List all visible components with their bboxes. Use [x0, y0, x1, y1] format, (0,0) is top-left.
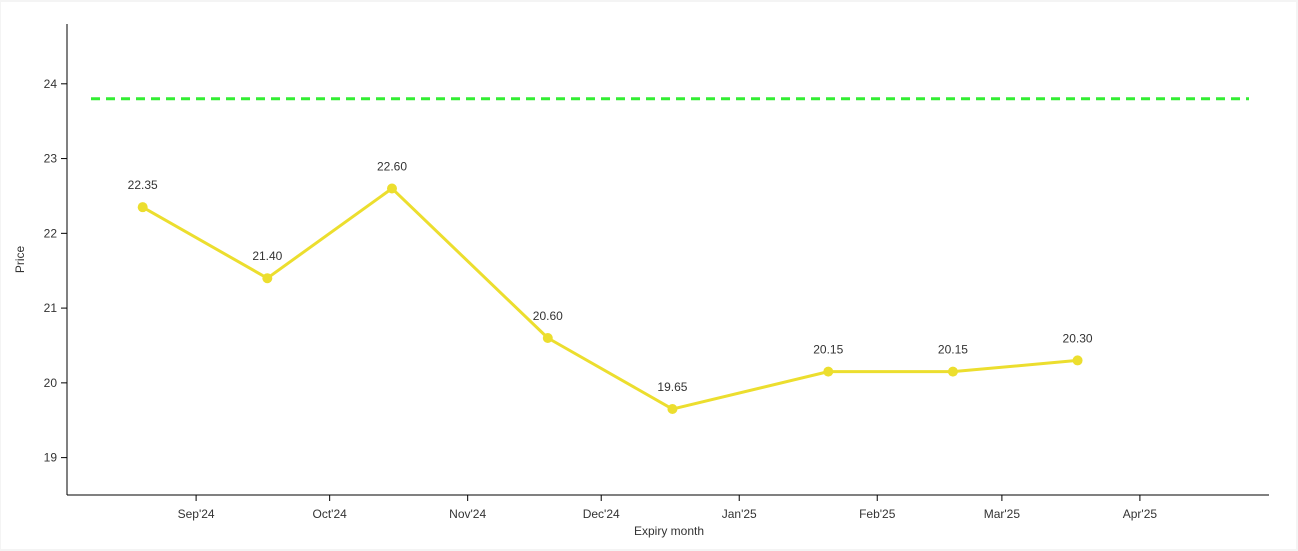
data-label: 20.30 — [1063, 331, 1093, 345]
data-point — [1072, 355, 1083, 366]
y-axis-ticks: 19 20 21 22 23 24 — [44, 77, 67, 465]
data-point — [947, 366, 958, 377]
data-label: 22.60 — [377, 159, 407, 173]
x-tick-label: Feb'25 — [859, 507, 896, 521]
data-label: 22.35 — [128, 178, 158, 192]
data-point — [137, 202, 148, 213]
y-tick-label: 19 — [44, 451, 58, 465]
x-tick-label: Mar'25 — [984, 507, 1021, 521]
x-tick-label: Dec'24 — [583, 507, 620, 521]
data-point — [262, 273, 273, 284]
data-label: 21.40 — [252, 249, 282, 263]
y-tick-label: 20 — [44, 376, 58, 390]
x-tick-label: Jan'25 — [722, 507, 757, 521]
data-point — [667, 404, 678, 415]
y-tick-label: 21 — [44, 301, 58, 315]
data-label: 20.15 — [938, 343, 968, 357]
series-line — [141, 186, 1078, 411]
x-axis-ticks: Sep'24 Oct'24 Nov'24 Dec'24 Jan'25 Feb'25 Mar'… — [178, 495, 1158, 521]
data-point — [386, 183, 397, 194]
x-tick-label: Sep'24 — [178, 507, 215, 521]
x-tick-label: Apr'25 — [1123, 507, 1158, 521]
y-tick-label: 23 — [44, 152, 58, 166]
data-label: 19.65 — [657, 380, 687, 394]
x-tick-label: Oct'24 — [313, 507, 348, 521]
x-axis-title: Expiry month — [634, 524, 704, 538]
data-point — [542, 333, 553, 343]
y-axis-title: Price — [13, 246, 27, 274]
y-tick-label: 24 — [44, 77, 58, 91]
y-tick-label: 22 — [44, 226, 58, 240]
x-tick-label: Nov'24 — [449, 507, 486, 521]
data-point — [823, 366, 834, 377]
data-label: 20.60 — [533, 309, 563, 323]
plot-area: 22.35 21.40 22.60 20.60 19.65 20.15 20.15 20.30 — [91, 97, 1249, 415]
data-label: 20.15 — [813, 343, 843, 357]
